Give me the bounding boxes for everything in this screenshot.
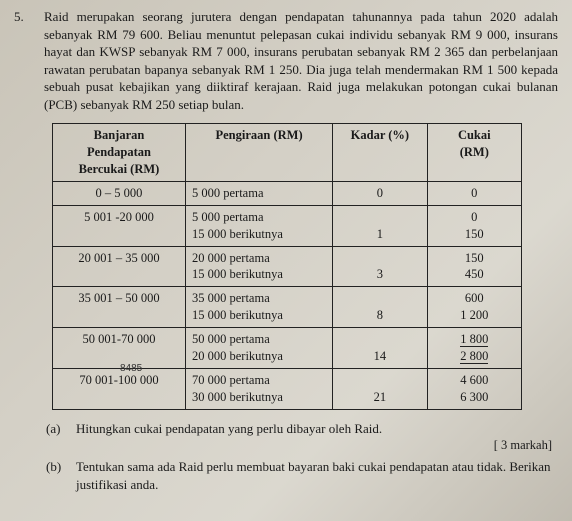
cell-calc: 70 000 pertama 30 000 berikutnya <box>185 368 332 409</box>
cell-line <box>339 290 420 307</box>
cell-calc: 35 000 pertama 15 000 berikutnya <box>185 287 332 328</box>
cell-line <box>339 331 420 348</box>
cell-range: 70 001-100 000 <box>53 368 186 409</box>
col-header-calc: Pengiraan (RM) <box>185 124 332 182</box>
cell-range: 50 001-70 000 <box>53 328 186 369</box>
part-a-text: Hitungkan cukai pendapatan yang perlu di… <box>76 420 558 438</box>
part-a: (a) Hitungkan cukai pendapatan yang perl… <box>46 420 558 438</box>
question-row: 5. Raid merupakan seorang jurutera denga… <box>14 8 558 113</box>
part-b-label: (b) <box>46 458 68 493</box>
cell-line: 2 800 <box>434 348 515 365</box>
col-header-range: Banjaran Pendapatan Bercukai (RM) <box>53 124 186 182</box>
col-header-tax: Cukai (RM) <box>427 124 521 182</box>
cell-tax: 0 150 <box>427 205 521 246</box>
cell-line: 30 000 berikutnya <box>192 389 326 406</box>
question-number: 5. <box>14 8 34 113</box>
cell-line: 600 <box>434 290 515 307</box>
cell-tax: 600 1 200 <box>427 287 521 328</box>
cell-rate: 8 <box>333 287 427 328</box>
cell-line: 15 000 berikutnya <box>192 307 326 324</box>
cell-line: 8 <box>339 307 420 324</box>
cell-tax: 4 600 6 300 <box>427 368 521 409</box>
cell-calc: 5 000 pertama <box>185 181 332 205</box>
table-row: 20 001 – 35 000 20 000 pertama 15 000 be… <box>53 246 522 287</box>
hdr-line: Banjaran <box>59 127 179 144</box>
subparts: (a) Hitungkan cukai pendapatan yang perl… <box>46 420 558 494</box>
cell-line: 150 <box>434 250 515 267</box>
exam-page: 5. Raid merupakan seorang jurutera denga… <box>0 0 572 503</box>
cell-rate: 1 <box>333 205 427 246</box>
hdr-line: Pendapatan <box>59 144 179 161</box>
question-text: Raid merupakan seorang jurutera dengan p… <box>44 8 558 113</box>
table-header-row: Banjaran Pendapatan Bercukai (RM) Pengir… <box>53 124 522 182</box>
cell-calc: 5 000 pertama 15 000 berikutnya <box>185 205 332 246</box>
cell-line: 20 000 berikutnya <box>192 348 326 365</box>
cell-line <box>339 209 420 226</box>
handwritten-note: 8485 <box>120 362 142 376</box>
cell-line: 4 600 <box>434 372 515 389</box>
col-header-rate: Kadar (%) <box>333 124 427 182</box>
part-b-text: Tentukan sama ada Raid perlu membuat bay… <box>76 458 558 493</box>
cell-rate: 21 <box>333 368 427 409</box>
cell-tax: 0 <box>427 181 521 205</box>
cell-line: 15 000 berikutnya <box>192 266 326 283</box>
cell-line: 0 <box>434 209 515 226</box>
cell-line: 6 300 <box>434 389 515 406</box>
cell-tax: 150 450 <box>427 246 521 287</box>
part-a-marks: [ 3 markah] <box>46 437 558 454</box>
hdr-line: Cukai <box>434 127 515 144</box>
table-row: 35 001 – 50 000 35 000 pertama 15 000 be… <box>53 287 522 328</box>
cell-rate: 14 <box>333 328 427 369</box>
hdr-line: Bercukai (RM) <box>59 161 179 178</box>
cell-range: 20 001 – 35 000 <box>53 246 186 287</box>
cell-line: 21 <box>339 389 420 406</box>
cell-range: 0 – 5 000 <box>53 181 186 205</box>
cell-range: 5 001 -20 000 <box>53 205 186 246</box>
cell-line <box>339 372 420 389</box>
cell-line: 1 800 <box>434 331 515 348</box>
cell-line: 1 200 <box>434 307 515 324</box>
cell-line: 50 000 pertama <box>192 331 326 348</box>
cell-range: 35 001 – 50 000 <box>53 287 186 328</box>
cell-calc: 50 000 pertama 20 000 berikutnya <box>185 328 332 369</box>
part-a-label: (a) <box>46 420 68 438</box>
cell-tax: 1 800 2 800 <box>427 328 521 369</box>
cell-line: 70 000 pertama <box>192 372 326 389</box>
table-row: 0 – 5 000 5 000 pertama 0 0 <box>53 181 522 205</box>
table-row: 5 001 -20 000 5 000 pertama 15 000 berik… <box>53 205 522 246</box>
cell-rate: 3 <box>333 246 427 287</box>
cell-rate: 0 <box>333 181 427 205</box>
cell-calc: 20 000 pertama 15 000 berikutnya <box>185 246 332 287</box>
cell-line <box>339 250 420 267</box>
part-b: (b) Tentukan sama ada Raid perlu membuat… <box>46 458 558 493</box>
cell-line: 20 000 pertama <box>192 250 326 267</box>
cell-line: 15 000 berikutnya <box>192 226 326 243</box>
cell-line: 5 000 pertama <box>192 209 326 226</box>
cell-line: 150 <box>434 226 515 243</box>
hdr-line: (RM) <box>434 144 515 161</box>
cell-line: 14 <box>339 348 420 365</box>
cell-line: 35 000 pertama <box>192 290 326 307</box>
cell-line: 450 <box>434 266 515 283</box>
cell-line: 3 <box>339 266 420 283</box>
cell-line: 1 <box>339 226 420 243</box>
